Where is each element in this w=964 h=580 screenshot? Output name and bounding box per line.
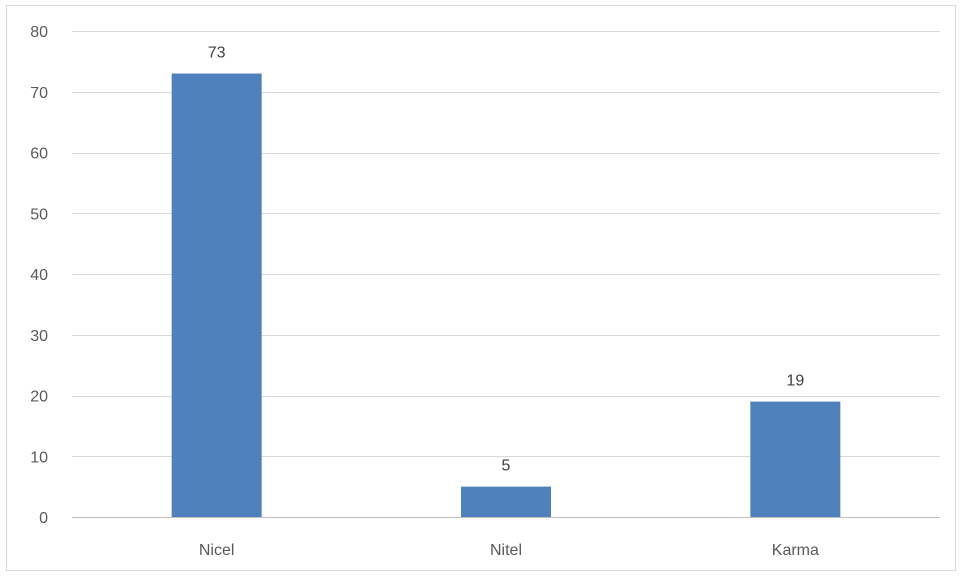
y-tick-label-0: 0 [39, 510, 48, 527]
x-axis-tick-labels: Nicel Nitel Karma [199, 542, 819, 559]
bar-nitel [461, 486, 551, 517]
y-tick-label-50: 50 [30, 206, 48, 223]
y-tick-label-30: 30 [30, 328, 48, 345]
bar-karma [750, 401, 841, 517]
y-tick-label-80: 80 [30, 24, 48, 41]
y-axis-tick-labels: 0 10 20 30 40 50 60 70 80 [30, 24, 48, 527]
y-tick-label-70: 70 [30, 85, 48, 102]
y-tick-label-60: 60 [30, 146, 48, 163]
data-label-nicel: 73 [208, 45, 226, 62]
y-tick-label-10: 10 [30, 449, 48, 466]
data-label-nitel: 5 [502, 458, 511, 475]
y-tick-label-20: 20 [30, 389, 48, 406]
bars [171, 73, 841, 518]
y-tick-label-40: 40 [30, 267, 48, 284]
bar-nicel [171, 73, 262, 518]
x-tick-label-nitel: Nitel [490, 542, 522, 559]
data-label-karma: 19 [786, 373, 804, 390]
x-tick-label-nicel: Nicel [199, 542, 235, 559]
x-tick-label-karma: Karma [772, 542, 819, 559]
data-labels: 73 5 19 [208, 45, 805, 475]
